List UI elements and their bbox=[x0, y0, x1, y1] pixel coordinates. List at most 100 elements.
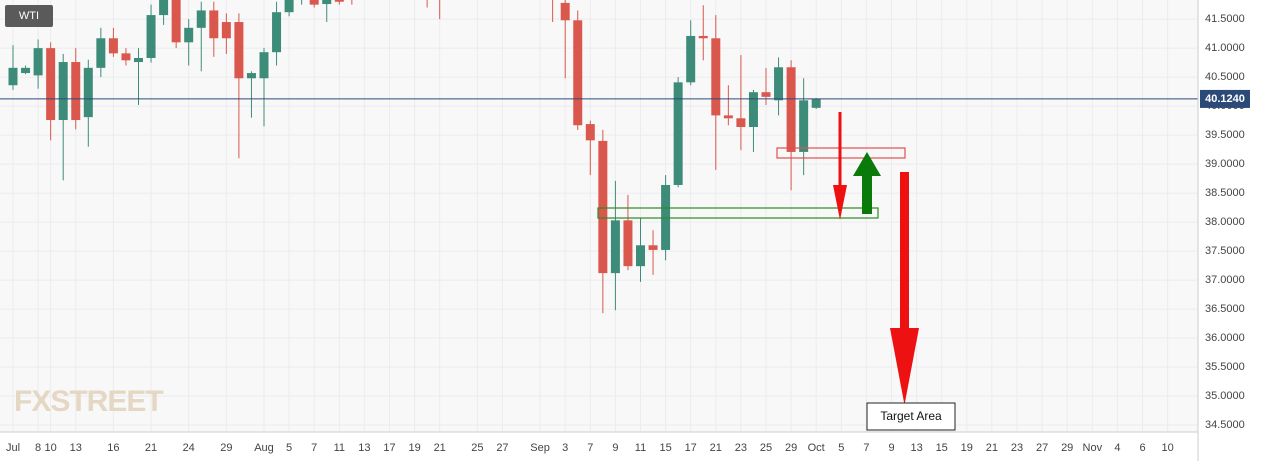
x-tick-label: 23 bbox=[1011, 442, 1023, 454]
last-price-badge bbox=[1200, 89, 1250, 108]
candle-body bbox=[259, 52, 269, 79]
candle-body bbox=[573, 20, 583, 126]
candle-body bbox=[811, 99, 821, 108]
watermark: FXSTREET bbox=[14, 385, 163, 418]
x-tick-label: Sep bbox=[530, 442, 550, 454]
arrow-target bbox=[900, 172, 909, 330]
candle-body bbox=[221, 22, 231, 39]
candle-body bbox=[71, 62, 81, 121]
x-tick-label: 25 bbox=[471, 442, 483, 454]
candle-body bbox=[83, 67, 93, 118]
candle-body bbox=[560, 2, 570, 21]
candle-body bbox=[585, 124, 595, 141]
annotation-box bbox=[866, 402, 956, 431]
y-tick-label: 35.0000 bbox=[1205, 390, 1245, 402]
x-tick-label: 13 bbox=[358, 442, 370, 454]
x-tick-label: 23 bbox=[735, 442, 747, 454]
x-tick-label: 15 bbox=[659, 442, 671, 454]
candle-body bbox=[673, 82, 683, 185]
candle-body bbox=[196, 10, 206, 28]
arrow-head bbox=[853, 152, 881, 176]
y-tick-label: 40.5000 bbox=[1205, 71, 1245, 83]
x-tick-label: 13 bbox=[70, 442, 82, 454]
candle-body bbox=[334, 0, 344, 2]
x-tick-label: 11 bbox=[635, 442, 646, 454]
candle-body bbox=[711, 38, 721, 116]
y-tick-label: 41.0000 bbox=[1205, 42, 1245, 54]
candle-body bbox=[648, 245, 658, 250]
y-tick-label: 38.5000 bbox=[1205, 187, 1245, 199]
x-tick-label: 5 bbox=[838, 442, 844, 454]
candle-body bbox=[21, 67, 31, 74]
x-tick-label: 29 bbox=[220, 442, 232, 454]
y-tick-label: 35.5000 bbox=[1205, 361, 1245, 373]
candle-body bbox=[234, 22, 244, 79]
x-tick-label: 8 bbox=[35, 442, 41, 454]
candle-body bbox=[159, 0, 169, 16]
candle-body bbox=[33, 48, 43, 76]
candle-body bbox=[46, 48, 56, 121]
x-tick-label: 15 bbox=[936, 442, 948, 454]
candle-body bbox=[723, 115, 733, 119]
support-box bbox=[597, 207, 879, 219]
x-tick-label: 6 bbox=[1139, 442, 1145, 454]
x-tick-label: 17 bbox=[685, 442, 697, 454]
x-tick-label: Aug bbox=[254, 442, 274, 454]
x-tick-label: 13 bbox=[910, 442, 922, 454]
x-tick-label: 19 bbox=[408, 442, 420, 454]
axis-labels: 34.5000 35.0000 35.5000 36.0000 36.5000 37.00… bbox=[6, 13, 1250, 454]
x-tick-label: 7 bbox=[311, 442, 317, 454]
x-tick-label: 16 bbox=[107, 442, 119, 454]
candle-body bbox=[698, 35, 708, 39]
candle-body bbox=[636, 245, 645, 267]
candle-body bbox=[598, 140, 608, 274]
candle-body bbox=[184, 27, 194, 43]
x-tick-label: 9 bbox=[612, 442, 618, 454]
y-tick-label: 41.5000 bbox=[1205, 13, 1245, 25]
candle-body bbox=[121, 53, 131, 61]
x-tick-label: 7 bbox=[863, 442, 869, 454]
candle-body bbox=[209, 10, 219, 39]
y-tick-label: 34.5000 bbox=[1205, 419, 1245, 431]
annotation-text: Target Area bbox=[880, 409, 942, 423]
x-tick-label: 29 bbox=[785, 442, 797, 454]
last-price-label: 40.1240 bbox=[1205, 93, 1245, 105]
candle-body bbox=[284, 0, 294, 13]
x-tick-label: 21 bbox=[145, 442, 157, 454]
x-tick-label: 21 bbox=[986, 442, 998, 454]
x-tick-label: 10 bbox=[45, 442, 57, 454]
y-tick-label: 38.0000 bbox=[1205, 216, 1245, 228]
x-tick-label: Oct bbox=[808, 442, 825, 454]
candle-body bbox=[58, 62, 68, 121]
candle-body bbox=[736, 118, 746, 127]
candle-body bbox=[686, 35, 696, 83]
x-tick-label: 3 bbox=[562, 442, 568, 454]
candle-body bbox=[108, 38, 118, 54]
y-tick-label: 37.0000 bbox=[1205, 274, 1245, 286]
x-tick-label: 24 bbox=[183, 442, 195, 454]
x-tick-label: 21 bbox=[434, 442, 446, 454]
candle-body bbox=[322, 0, 332, 5]
x-tick-label: 25 bbox=[760, 442, 772, 454]
candle-body bbox=[761, 92, 771, 97]
x-tick-label: 17 bbox=[383, 442, 395, 454]
x-tick-label: 9 bbox=[888, 442, 894, 454]
x-tick-label: 7 bbox=[587, 442, 593, 454]
x-tick-label: 5 bbox=[286, 442, 292, 454]
y-tick-label: 39.5000 bbox=[1205, 129, 1245, 141]
x-tick-label: 29 bbox=[1061, 442, 1073, 454]
arrow-head bbox=[890, 328, 919, 405]
candle-body bbox=[309, 0, 319, 5]
candle-body bbox=[799, 100, 809, 152]
x-tick-label: 27 bbox=[1036, 442, 1048, 454]
x-tick-label: 4 bbox=[1114, 442, 1120, 454]
candle-body bbox=[246, 73, 256, 79]
candle-body bbox=[786, 67, 796, 152]
x-tick-label: 21 bbox=[710, 442, 722, 454]
y-tick-label: 36.5000 bbox=[1205, 303, 1245, 315]
symbol-badge bbox=[5, 5, 53, 27]
candle-body bbox=[171, 0, 181, 43]
symbol-label: WTI bbox=[19, 10, 39, 22]
